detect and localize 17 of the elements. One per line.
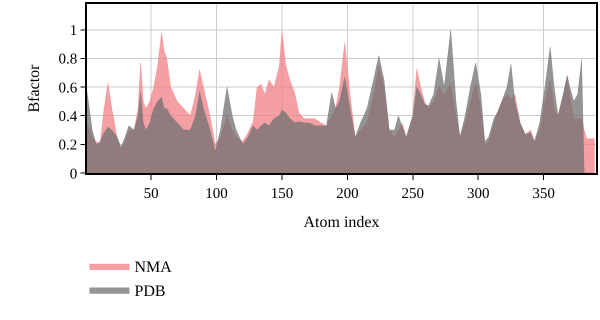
legend-label: PDB <box>134 282 166 300</box>
y-tick-label: 1 <box>70 23 78 40</box>
x-tick-label: 250 <box>402 186 424 202</box>
x-tick-label: 50 <box>144 186 159 202</box>
y-tick-label: 0.8 <box>58 52 78 68</box>
y-tick-label: 0.6 <box>58 80 78 96</box>
legend-label: NMA <box>134 259 172 276</box>
x-axis-title: Atom index <box>304 214 380 231</box>
y-tick-label: 0.4 <box>58 108 78 125</box>
x-tick-label: 300 <box>466 186 490 202</box>
x-tick-label: 200 <box>336 186 359 202</box>
x-tick-label: 150 <box>270 186 294 202</box>
x-tick-label: 100 <box>205 186 228 202</box>
x-tick-label: 350 <box>532 186 555 202</box>
y-tick-label: 0 <box>70 166 78 182</box>
y-axis-title: Bfactor <box>26 64 43 112</box>
y-tick-label: 0.2 <box>58 138 78 154</box>
